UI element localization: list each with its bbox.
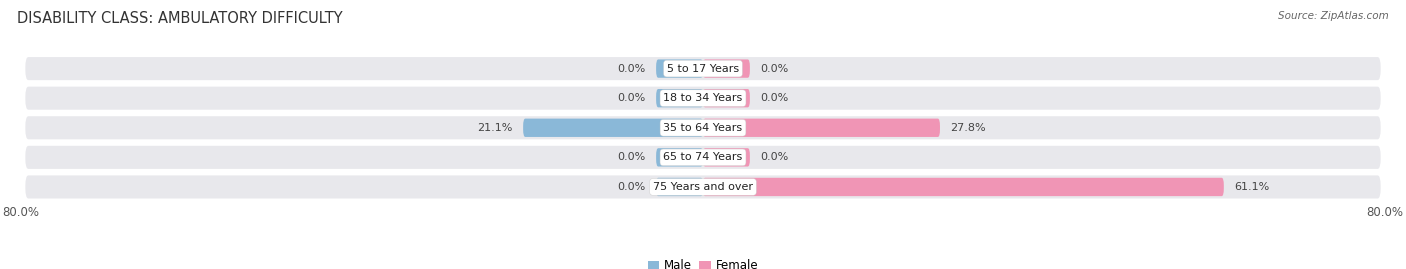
FancyBboxPatch shape: [25, 57, 1381, 80]
Text: 18 to 34 Years: 18 to 34 Years: [664, 93, 742, 103]
Text: 0.0%: 0.0%: [617, 182, 645, 192]
FancyBboxPatch shape: [25, 146, 1381, 169]
Text: 27.8%: 27.8%: [950, 123, 986, 133]
FancyBboxPatch shape: [703, 148, 749, 167]
FancyBboxPatch shape: [25, 175, 1381, 199]
Text: Source: ZipAtlas.com: Source: ZipAtlas.com: [1278, 11, 1389, 21]
FancyBboxPatch shape: [703, 59, 749, 78]
Text: 0.0%: 0.0%: [761, 93, 789, 103]
FancyBboxPatch shape: [657, 59, 703, 78]
FancyBboxPatch shape: [703, 89, 749, 107]
Text: 0.0%: 0.0%: [617, 63, 645, 74]
Text: 5 to 17 Years: 5 to 17 Years: [666, 63, 740, 74]
Legend: Male, Female: Male, Female: [643, 255, 763, 269]
Text: 0.0%: 0.0%: [617, 152, 645, 162]
FancyBboxPatch shape: [703, 178, 1223, 196]
Text: 61.1%: 61.1%: [1234, 182, 1270, 192]
Text: 0.0%: 0.0%: [617, 93, 645, 103]
FancyBboxPatch shape: [657, 178, 703, 196]
Text: 35 to 64 Years: 35 to 64 Years: [664, 123, 742, 133]
FancyBboxPatch shape: [25, 116, 1381, 139]
Text: 75 Years and over: 75 Years and over: [652, 182, 754, 192]
Text: 65 to 74 Years: 65 to 74 Years: [664, 152, 742, 162]
FancyBboxPatch shape: [523, 119, 703, 137]
Text: 0.0%: 0.0%: [761, 63, 789, 74]
Text: 0.0%: 0.0%: [761, 152, 789, 162]
FancyBboxPatch shape: [657, 148, 703, 167]
FancyBboxPatch shape: [25, 87, 1381, 110]
Text: DISABILITY CLASS: AMBULATORY DIFFICULTY: DISABILITY CLASS: AMBULATORY DIFFICULTY: [17, 11, 343, 26]
Text: 21.1%: 21.1%: [478, 123, 513, 133]
FancyBboxPatch shape: [657, 89, 703, 107]
FancyBboxPatch shape: [703, 119, 941, 137]
